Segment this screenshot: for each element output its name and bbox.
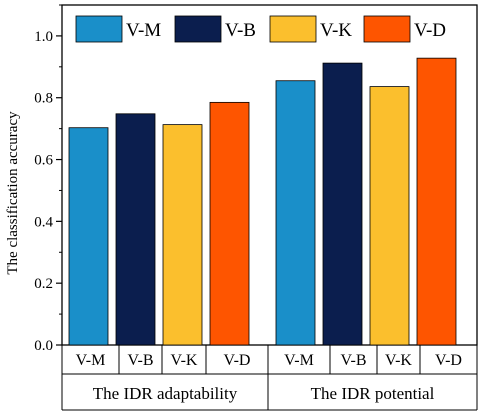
y-tick-label: 0.0 [34,338,53,354]
category-label: V-K [385,352,412,369]
category-label: V-D [224,352,251,369]
legend-swatch-v-b [174,15,222,43]
legend-label-v-m: V-M [126,20,161,41]
y-tick-label: 0.6 [34,153,53,169]
y-tick-label: 0.4 [34,214,53,230]
legend: V-M V-B V-K V-D [75,15,446,43]
legend-swatch-v-k [269,15,317,43]
legend-label-v-b: V-B [225,20,256,41]
category-label: V-M [76,352,106,369]
legend-swatch-v-d [363,15,411,43]
legend-label-v-k: V-K [320,20,352,41]
bar-v-m-potential [275,80,316,346]
y-tick-label: 0.2 [34,276,53,292]
legend-label-v-d: V-D [414,20,446,41]
bar-v-b-potential [322,62,363,346]
category-label: V-B [127,352,153,369]
y-tick-label: 1.0 [34,29,53,45]
bar-v-b-adaptability [115,113,156,346]
bars [68,57,457,346]
y-tick-label: 0.8 [34,91,53,107]
plot-frame [61,4,478,346]
group-label: The IDR potential [311,384,435,403]
legend-swatch-v-m [75,15,123,43]
group-label: The IDR adaptability [93,384,238,403]
category-label: V-K [171,352,198,369]
bar-v-d-adaptability [209,101,250,346]
category-label: V-M [284,352,314,369]
bar-v-m-adaptability [68,127,109,346]
bar-v-k-potential [369,86,410,346]
bar-v-d-potential [416,57,457,346]
category-label: V-B [340,352,366,369]
plot-border [61,4,478,346]
y-axis: 0.0 0.2 0.4 0.6 0.8 1.0 [34,4,62,354]
y-axis-title: The classification accuracy [5,111,21,275]
category-label: V-D [435,352,462,369]
bar-v-k-adaptability [162,124,203,346]
x-axis: V-M V-B V-K V-D V-M V-B V-K V-D The IDR adaptabi… [61,345,478,411]
